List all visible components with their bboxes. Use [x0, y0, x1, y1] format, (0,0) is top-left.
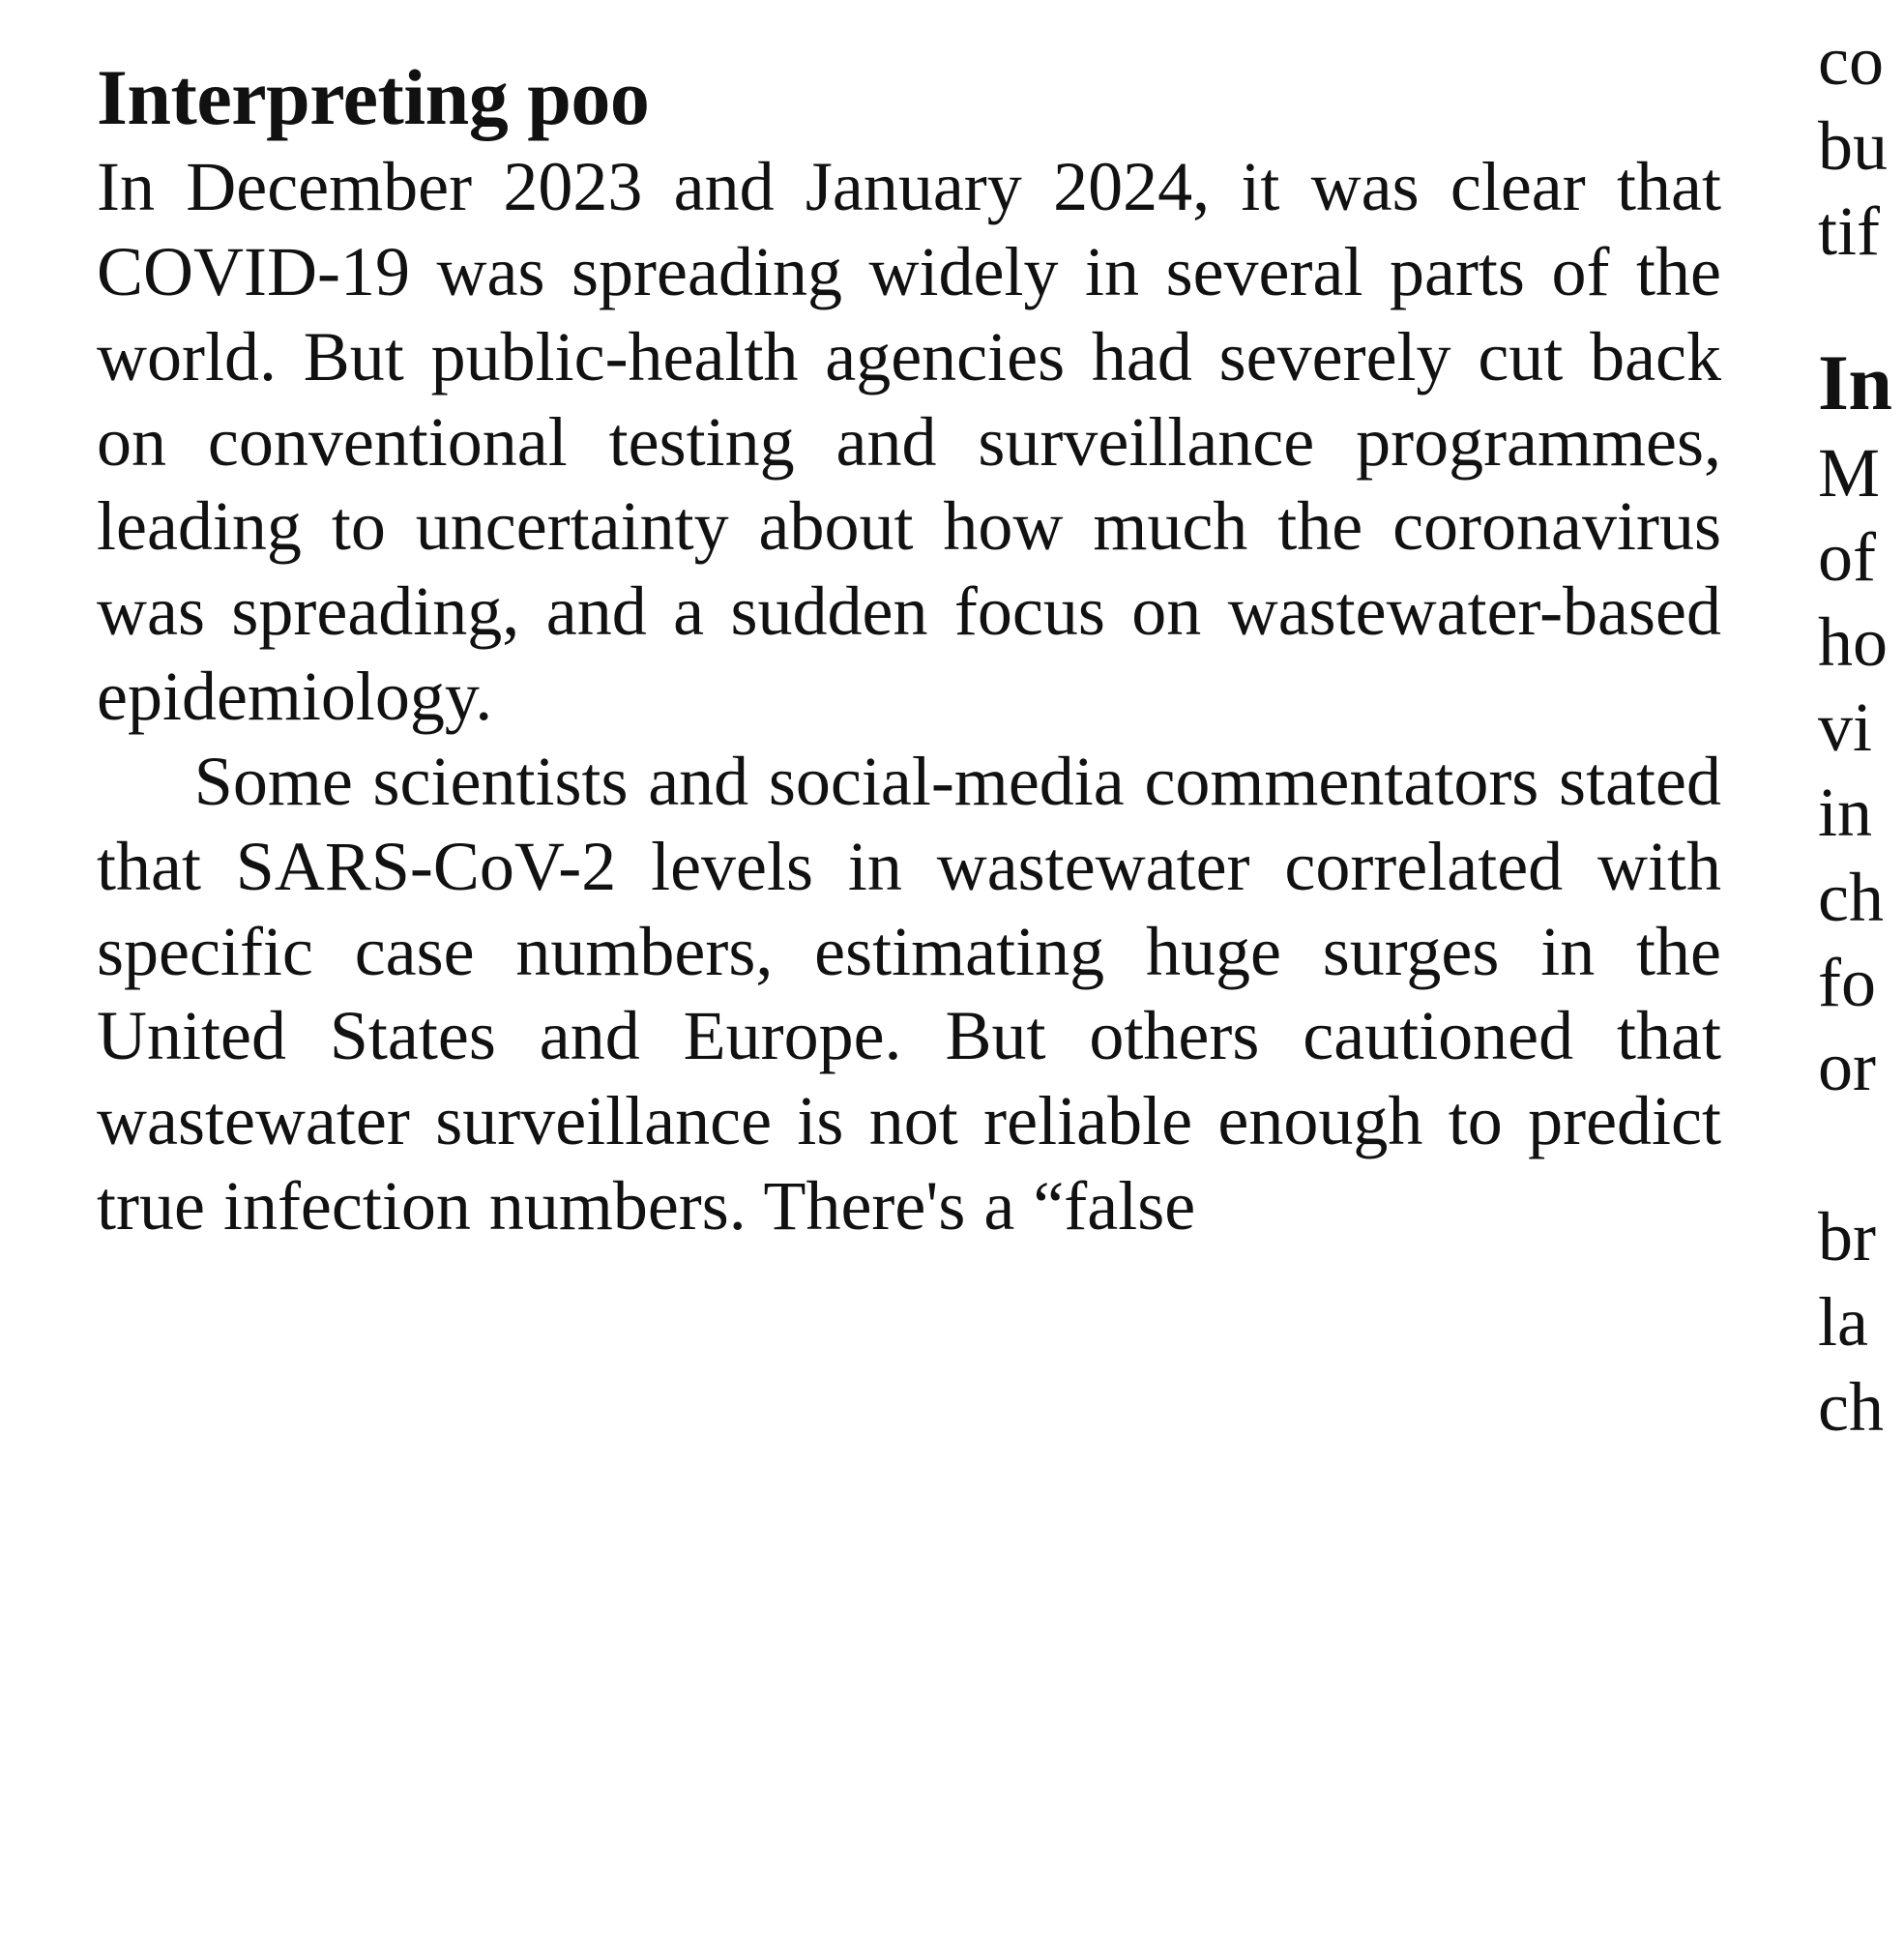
- fragment-line: M: [1818, 431, 1904, 516]
- fragment-line: co: [1818, 19, 1904, 104]
- fragment-line: of: [1818, 515, 1904, 601]
- right-column-fragment: co bu tif In M of ho vi in ch fo or br l…: [1818, 0, 1904, 1450]
- section-heading: Interpreting poo: [97, 56, 1721, 139]
- fragment-line: tif: [1818, 190, 1904, 275]
- body-paragraph-2: Some scientists and social-media commen­…: [97, 740, 1721, 1249]
- fragment-line: or: [1818, 1025, 1904, 1110]
- fragment-line: ch: [1818, 856, 1904, 941]
- section-heading-right-fragment: In: [1818, 341, 1904, 425]
- left-column: Interpreting poo In December 2023 and Ja…: [97, 0, 1721, 1249]
- fragment-line: vi: [1818, 686, 1904, 771]
- body-paragraph-1: In December 2023 and January 2024, it wa…: [97, 145, 1721, 740]
- fragment-line: ch: [1818, 1365, 1904, 1450]
- fragment-line: fo: [1818, 941, 1904, 1026]
- fragment-line: in: [1818, 771, 1904, 856]
- page: Interpreting poo In December 2023 and Ja…: [0, 0, 1904, 1934]
- fragment-line: ho: [1818, 601, 1904, 686]
- fragment-line: la: [1818, 1280, 1904, 1365]
- fragment-line: bu: [1818, 104, 1904, 190]
- fragment-line: br: [1818, 1195, 1904, 1280]
